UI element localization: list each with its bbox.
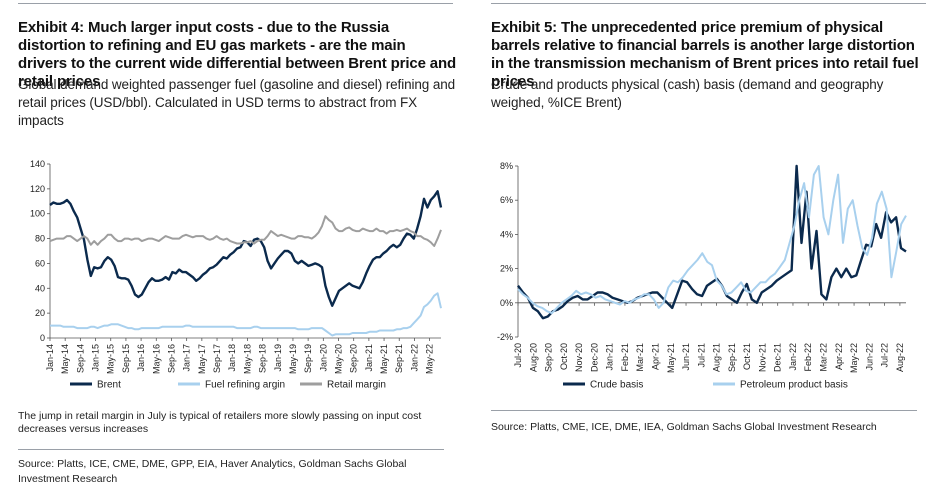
y-tick-label: 0% [500, 298, 513, 308]
x-tick-label: Sep-14 [75, 344, 85, 373]
y-tick-label: 6% [500, 195, 513, 205]
x-tick-label: May-16 [151, 344, 161, 374]
x-tick-label: Apr-22 [834, 343, 844, 370]
y-tick-label: 8% [500, 161, 513, 171]
x-tick-label: May-15 [106, 344, 116, 374]
top-rule [491, 3, 926, 4]
x-tick-label: Jan-17 [182, 344, 192, 372]
x-tick-label: Dec-21 [773, 343, 783, 372]
x-tick-label: Jan-20 [318, 344, 328, 372]
x-tick-label: Feb-22 [803, 343, 813, 372]
x-tick-label: May-22 [849, 343, 859, 373]
x-tick-label: Jan-14 [45, 344, 55, 372]
x-tick-label: Sep-16 [166, 344, 176, 373]
x-tick-label: May-18 [242, 344, 252, 374]
x-tick-label: Aug-22 [895, 343, 905, 372]
x-tick-label: Sep-19 [303, 344, 313, 373]
y-tick-label: -2% [497, 332, 513, 342]
x-tick-label: Jan-22 [788, 343, 798, 371]
y-tick-label: 0 [40, 333, 45, 343]
x-tick-label: Jan-21 [364, 344, 374, 372]
x-tick-label: Jan-18 [227, 344, 237, 372]
x-tick-label: Mar-22 [819, 343, 829, 372]
x-tick-label: Oct-20 [559, 343, 569, 370]
series-line-petroleum-product-basis [517, 165, 907, 315]
top-rule [18, 3, 453, 4]
x-tick-label: May-22 [425, 344, 435, 374]
x-tick-label: May-17 [197, 344, 207, 374]
x-tick-label: Jan-19 [273, 344, 283, 372]
y-tick-label: 100 [30, 209, 45, 219]
x-tick-label: Jan-21 [605, 343, 615, 371]
x-tick-label: Jan-16 [136, 344, 146, 372]
series-line-crude-basis [517, 164, 907, 320]
y-tick-label: 120 [30, 184, 45, 194]
x-tick-label: Nov-21 [757, 343, 767, 372]
y-tick-label: 60 [35, 258, 45, 268]
chart-divider [491, 410, 917, 411]
exhibit-4-subtitle: Global demand weighted passenger fuel (g… [18, 77, 456, 128]
series-line-fuel-refining-argin [50, 292, 442, 337]
exhibit-5-subtitle: Crude and products physical (cash) basis… [491, 77, 884, 110]
legend-label: Retail margin [327, 380, 386, 391]
x-tick-label: Sep-20 [349, 344, 359, 373]
x-tick-label: Sep-17 [212, 344, 222, 373]
legend-label: Brent [97, 380, 121, 391]
exhibit-4-source: Source: Platts, ICE, CME, DME, GPP, EIA,… [18, 458, 407, 485]
y-tick-label: 40 [35, 283, 45, 293]
exhibit-5-source: Source: Platts, CME, ICE, DME, IEA, Gold… [491, 421, 877, 433]
x-tick-label: Jan-22 [409, 344, 419, 372]
y-tick-label: 80 [35, 234, 45, 244]
x-tick-label: May-14 [60, 344, 70, 374]
legend-label: Crude basis [590, 380, 643, 391]
x-tick-label: Mar-21 [635, 343, 645, 372]
x-tick-label: Jul-21 [696, 343, 706, 368]
x-tick-label: May-19 [288, 344, 298, 374]
exhibit-4-title: Exhibit 4: Much larger input costs - due… [18, 19, 456, 90]
x-tick-label: Sep-20 [544, 343, 554, 372]
legend-label: Fuel refining argin [205, 380, 285, 391]
exhibit-5-title: Exhibit 5: The unprecedented price premi… [491, 19, 919, 90]
series-line-brent [49, 190, 443, 307]
y-tick-label: 4% [500, 229, 513, 239]
x-tick-label: Dec-20 [589, 343, 599, 372]
x-tick-label: May-21 [666, 343, 676, 373]
x-tick-label: Aug-20 [528, 343, 538, 372]
exhibit-4-note: The jump in retail margin in July is typ… [18, 410, 422, 435]
x-tick-label: Sep-15 [121, 344, 131, 373]
exhibit-5-chart: -2% 0% 2% 4% 6% 8% Jul-20 Aug-20 Sep-20 Oct-20 Nov… [497, 161, 907, 391]
x-tick-label: Nov-20 [574, 343, 584, 372]
note-divider [18, 449, 444, 450]
x-tick-label: Jun-22 [864, 343, 874, 371]
exhibit-4-chart: 0 20 40 60 80 100 120 140 Jan-14 May-14 Sep-14 Jan-… [30, 159, 443, 391]
x-tick-label: Sep-18 [258, 344, 268, 373]
x-tick-label: Aug-21 [712, 343, 722, 372]
x-tick-label: Jan-15 [91, 344, 101, 372]
x-tick-label: Apr-21 [650, 343, 660, 370]
x-tick-label: Jul-22 [880, 343, 890, 368]
x-tick-label: May-20 [334, 344, 344, 374]
y-tick-label: 2% [500, 264, 513, 274]
x-tick-label: May-21 [379, 344, 389, 374]
y-tick-label: 20 [35, 308, 45, 318]
x-tick-label: Jul-20 [513, 343, 523, 368]
legend-label: Petroleum product basis [740, 380, 848, 391]
series-line-retail-margin [49, 215, 442, 247]
x-tick-label: Sep-21 [727, 343, 737, 372]
x-tick-label: Jun-21 [681, 343, 691, 371]
x-tick-label: Oct-21 [742, 343, 752, 370]
x-tick-label: Sep-21 [394, 344, 404, 373]
x-tick-label: Feb-21 [620, 343, 630, 372]
y-tick-label: 140 [30, 159, 45, 169]
